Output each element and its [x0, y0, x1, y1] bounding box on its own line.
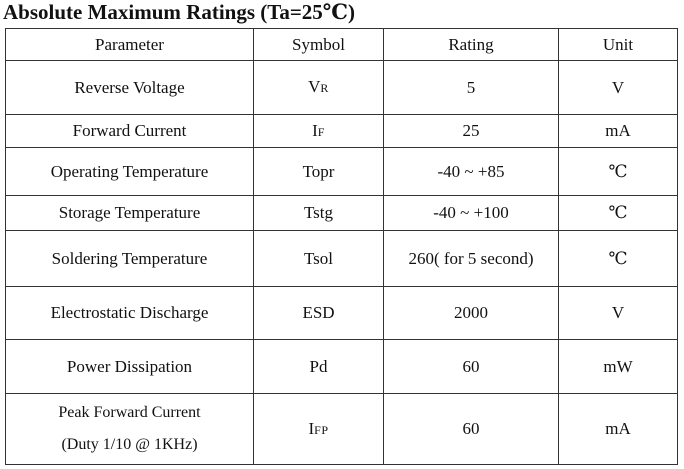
unit-cell: mA [558, 393, 678, 465]
header-symbol: Symbol [253, 28, 384, 61]
unit-cell: ℃ [558, 147, 678, 196]
parameter-cell: Operating Temperature [5, 147, 254, 196]
symbol-cell: Topr [253, 147, 384, 196]
header-rating: Rating [383, 28, 559, 61]
table-row: Peak Forward Current (Duty 1/10 @ 1KHz) … [5, 393, 678, 465]
header-unit: Unit [558, 28, 678, 61]
table-header-row: Parameter Symbol Rating Unit [5, 28, 678, 61]
table-row: Soldering Temperature Tsol 260( for 5 se… [5, 230, 678, 287]
symbol-cell: VR [253, 60, 384, 115]
symbol-subscript: R [320, 81, 329, 95]
symbol-subscript: FP [314, 422, 329, 437]
symbol-main: V [308, 77, 321, 96]
rating-cell: -40 ~ +85 [383, 147, 559, 196]
table-row: Electrostatic Discharge ESD 2000 V [5, 286, 678, 340]
parameter-cell: Storage Temperature [5, 195, 254, 231]
parameter-cell: Soldering Temperature [5, 230, 254, 287]
table-row: Forward Current IF 25 mA [5, 114, 678, 148]
rating-cell: -40 ~ +100 [383, 195, 559, 231]
parameter-cell: Electrostatic Discharge [5, 286, 254, 340]
page-title: Absolute Maximum Ratings (Ta=25℃) [3, 0, 355, 24]
rating-cell: 60 [383, 339, 559, 394]
parameter-cell: Reverse Voltage [5, 60, 254, 115]
unit-cell: ℃ [558, 230, 678, 287]
header-parameter: Parameter [5, 28, 254, 61]
rating-cell: 25 [383, 114, 559, 148]
rating-cell: 5 [383, 60, 559, 115]
symbol-main: I [312, 120, 318, 140]
parameter-cell: Peak Forward Current (Duty 1/10 @ 1KHz) [5, 393, 254, 465]
unit-cell: V [558, 286, 678, 340]
symbol-cell: Pd [253, 339, 384, 394]
table-row: Operating Temperature Topr -40 ~ +85 ℃ [5, 147, 678, 196]
table-row: Storage Temperature Tstg -40 ~ +100 ℃ [5, 195, 678, 231]
symbol-cell: IF [253, 114, 384, 148]
unit-cell: mA [558, 114, 678, 148]
unit-cell: V [558, 60, 678, 115]
symbol-cell: Tsol [253, 230, 384, 287]
parameter-line-1: Peak Forward Current [58, 404, 201, 421]
parameter-line-2: (Duty 1/10 @ 1KHz) [61, 436, 198, 453]
symbol-cell: ESD [253, 286, 384, 340]
symbol-cell: IFP [253, 393, 384, 465]
parameter-cell: Forward Current [5, 114, 254, 148]
symbol-main: I [308, 418, 315, 438]
table-row: Reverse Voltage VR 5 V [5, 60, 678, 115]
table-row: Power Dissipation Pd 60 mW [5, 339, 678, 394]
unit-cell: mW [558, 339, 678, 394]
unit-cell: ℃ [558, 195, 678, 231]
symbol-cell: Tstg [253, 195, 384, 231]
parameter-cell: Power Dissipation [5, 339, 254, 394]
rating-cell: 2000 [383, 286, 559, 340]
rating-cell: 260( for 5 second) [383, 230, 559, 287]
rating-cell: 60 [383, 393, 559, 465]
symbol-subscript: F [317, 124, 325, 139]
absolute-maximum-ratings-table: Parameter Symbol Rating Unit Reverse Vol… [5, 28, 678, 465]
